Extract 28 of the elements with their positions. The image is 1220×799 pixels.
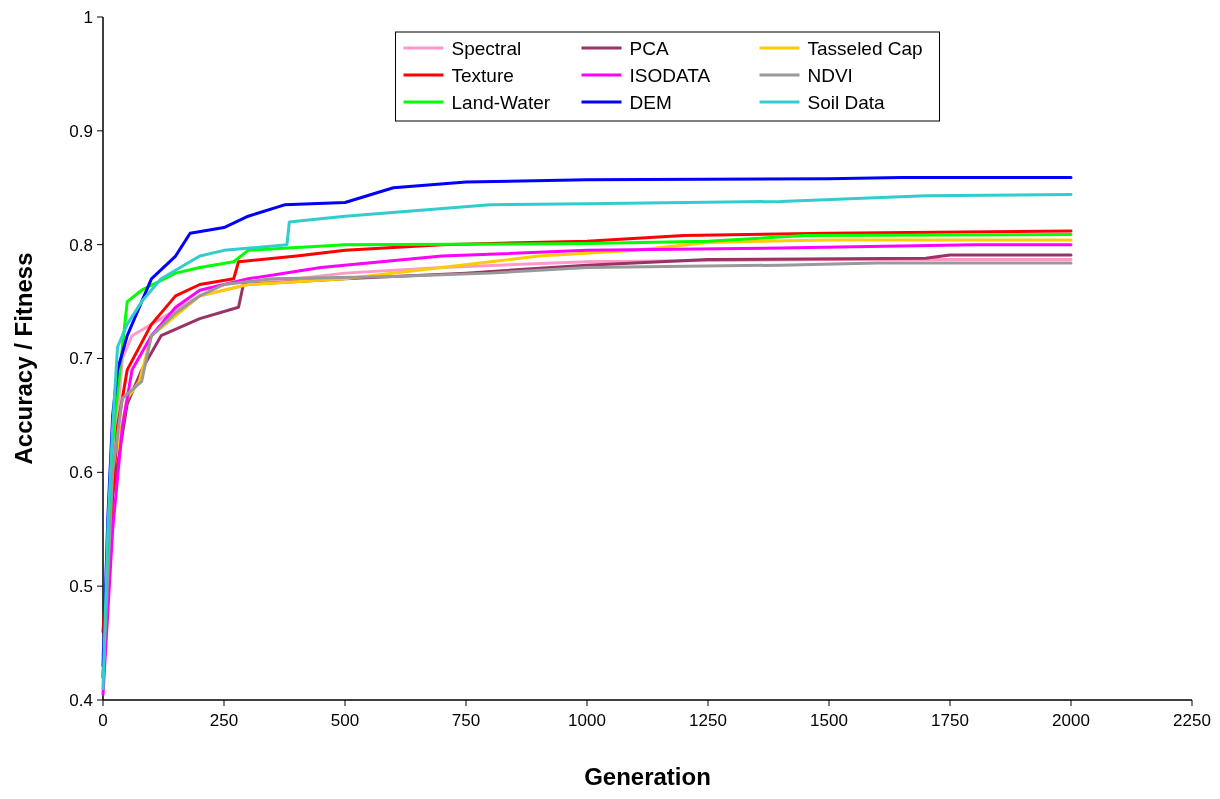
x-tick-label: 1250 (689, 711, 727, 730)
legend-label: Texture (451, 64, 514, 86)
y-tick-label: 0.5 (69, 577, 93, 597)
legend-label: Spectral (451, 37, 522, 59)
x-tick-label: 750 (451, 711, 481, 730)
legend-label: Land-Water (451, 91, 551, 113)
y-tick-label: 0.6 (69, 463, 93, 483)
legend-label: DEM (629, 91, 672, 113)
x-tick-label: 250 (209, 711, 239, 730)
x-tick-label: 2250 (1173, 711, 1211, 730)
x-tick-label: 0 (98, 711, 108, 730)
y-tick-label: 0.8 (69, 235, 93, 255)
x-tick-label: 500 (330, 711, 360, 730)
legend-label: PCA (629, 37, 669, 59)
legend-label: NDVI (807, 64, 853, 86)
legend-label: Soil Data (807, 91, 886, 113)
x-tick-label: 2000 (1052, 711, 1090, 730)
y-tick-label: 0.9 (69, 121, 93, 141)
x-axis-title: Generation (584, 763, 711, 790)
y-axis-title: Accuracy / Fitness (10, 252, 37, 465)
x-tick-label: 1500 (810, 711, 848, 730)
x-tick-label: 1750 (931, 711, 969, 730)
x-tick-label: 1000 (568, 711, 606, 730)
y-tick-label: 1 (83, 7, 93, 27)
y-tick-label: 0.4 (69, 690, 93, 710)
legend-label: Tasseled Cap (807, 37, 923, 59)
legend-label: ISODATA (629, 64, 711, 86)
y-tick-label: 0.7 (69, 349, 93, 369)
